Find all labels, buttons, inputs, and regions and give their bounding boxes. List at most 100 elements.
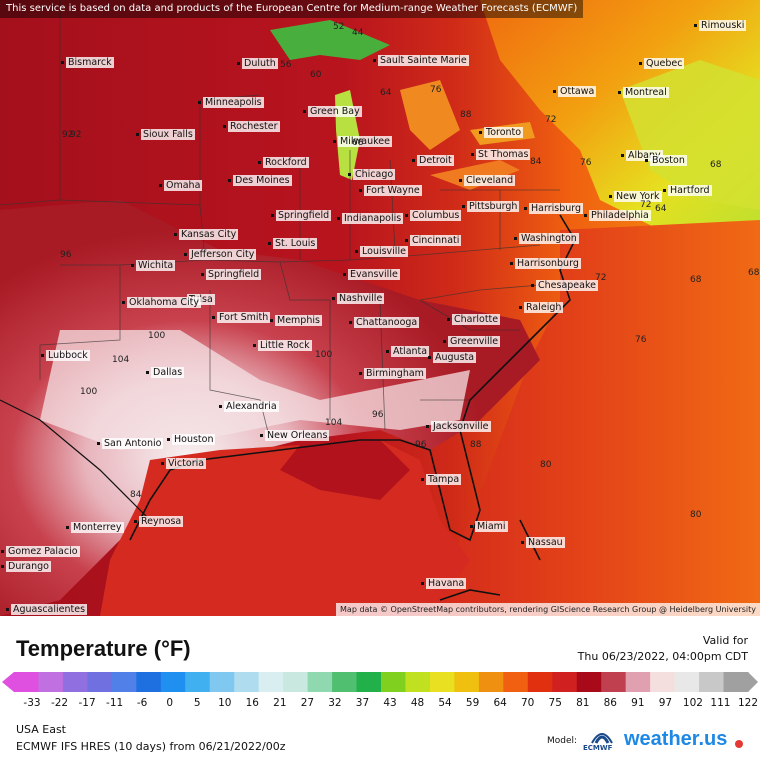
city-label: Evansville — [343, 269, 400, 280]
city-label: Miami — [470, 521, 508, 532]
model-run: ECMWF IFS HRES (10 days) from 06/21/2022… — [16, 740, 286, 753]
isotherm-value: 68 — [690, 275, 702, 285]
colorbar-arrow-right — [748, 672, 758, 692]
colorbar-tick-label: 86 — [603, 697, 617, 709]
colorbar-swatch — [576, 672, 602, 692]
colorbar-swatch — [209, 672, 235, 692]
gulf-warm-core — [280, 440, 410, 500]
colorbar-swatch — [283, 672, 309, 692]
city-label: Alexandria — [219, 401, 279, 412]
city-label: Quebec — [638, 58, 685, 69]
temperature-colorbar — [2, 672, 758, 692]
state-borders — [0, 0, 560, 441]
legend-title: Temperature (°F) — [16, 636, 191, 661]
city-label: Durango — [1, 561, 51, 572]
colorbar-tick-label: 102 — [682, 697, 703, 709]
colorbar-tick-label: 16 — [245, 697, 259, 709]
map-attribution[interactable]: Map data © OpenStreetMap contributors, r… — [336, 603, 760, 616]
colorbar-tick-label: -11 — [106, 697, 124, 709]
isotherm-value: 72 — [545, 115, 557, 125]
isotherm-value: 96 — [60, 250, 72, 260]
city-label: Green Bay — [303, 106, 362, 117]
isotherm-value: 64 — [655, 204, 667, 214]
city-label: Memphis — [270, 315, 322, 326]
colorbar-swatch — [503, 672, 529, 692]
colorbar-swatch — [258, 672, 284, 692]
city-label: Duluth — [237, 58, 278, 69]
isotherm-value: 60 — [310, 70, 322, 80]
city-label: Ottawa — [552, 86, 597, 97]
city-label: Philadelphia — [584, 210, 651, 221]
colorbar-tick-label: 64 — [493, 697, 507, 709]
city-label: Reynosa — [133, 516, 184, 527]
isotherm-value: 100 — [315, 350, 333, 360]
lake-superior — [270, 20, 390, 60]
extreme-heat-core — [40, 330, 470, 450]
city-label: Albany — [621, 150, 663, 161]
city-label: Oklahoma City — [122, 297, 201, 308]
colorbar-arrow-left — [2, 672, 14, 692]
colorbar-swatch — [405, 672, 431, 692]
colorbar-tick-label: 70 — [521, 697, 535, 709]
colorbar-swatch — [185, 672, 211, 692]
weather-us-logo[interactable]: weather.us — [624, 728, 728, 750]
city-label: Lubbock — [41, 350, 90, 361]
colorbar-swatch — [454, 672, 480, 692]
isotherm-value: 72 — [640, 200, 652, 210]
city-label: Rockford — [258, 157, 309, 168]
city-label: Montreal — [618, 87, 669, 98]
isotherm-value: 96 — [372, 410, 384, 420]
city-label: Columbus — [404, 210, 462, 221]
city-label: Dallas — [145, 367, 185, 378]
city-label: Hartford — [663, 185, 712, 196]
map-canvas — [0, 0, 760, 616]
city-label: Chattanooga — [348, 317, 420, 328]
city-label: Springfield — [270, 210, 332, 221]
colorbar-tick-label: 37 — [355, 697, 370, 709]
colorbar-tick-label: 75 — [548, 697, 562, 709]
isotherm-value: 52 — [333, 22, 345, 32]
isotherm-value: 76 — [635, 335, 647, 345]
colorbar-swatch — [527, 672, 553, 692]
colorbar-tick-label: 111 — [710, 697, 731, 709]
city-label: Harrisburg — [523, 203, 584, 214]
city-label: Detroit — [412, 155, 454, 166]
temperature-map[interactable]: This service is based on data and produc… — [0, 0, 760, 616]
colorbar-swatch — [381, 672, 406, 692]
city-label: Nassau — [521, 537, 565, 548]
city-label: New Orleans — [259, 430, 330, 441]
isotherm-value: 92 — [62, 130, 74, 140]
colorbar-swatch — [307, 672, 333, 692]
city-label: Sault Sainte Marie — [373, 55, 469, 66]
valid-for-label: Valid for — [702, 634, 748, 647]
city-label: Atlanta — [385, 346, 430, 357]
lake-huron — [400, 80, 460, 150]
colorbar-swatch — [160, 672, 186, 692]
city-label: Chicago — [347, 169, 396, 180]
colorbar-tick-label: 48 — [410, 697, 425, 709]
valid-time: Thu 06/23/2022, 04:00pm CDT — [577, 650, 748, 663]
colorbar-swatch — [111, 672, 137, 692]
atlantic-ocean-field — [420, 220, 760, 616]
colorbar-tick-label: 27 — [300, 697, 315, 709]
city-label: Pittsburgh — [461, 201, 520, 212]
city-label: Tampa — [420, 474, 462, 485]
colorbar-swatch — [478, 672, 504, 692]
city-label: Springfield — [200, 269, 262, 280]
city-label: Monterrey — [66, 522, 124, 533]
isotherm-value: 88 — [460, 110, 472, 120]
city-label: Toronto — [478, 127, 524, 138]
city-label: Fort Wayne — [359, 185, 422, 196]
colorbar-tick-label: 21 — [273, 697, 287, 709]
city-label: Nashville — [331, 293, 385, 304]
colorbar-swatch — [699, 672, 725, 692]
isotherm-value: 68 — [710, 160, 722, 170]
colorbar-tick-label: 97 — [658, 697, 673, 709]
city-label: Charlotte — [446, 314, 501, 325]
isotherm-value: 92 — [70, 130, 82, 140]
colorbar-tick-label: 0 — [166, 697, 174, 709]
colorbar-tick-label: 59 — [465, 697, 480, 709]
isotherm-value: 100 — [148, 331, 166, 341]
colorbar-swatch — [356, 672, 382, 692]
colorbar-tick-label: 43 — [383, 697, 397, 709]
